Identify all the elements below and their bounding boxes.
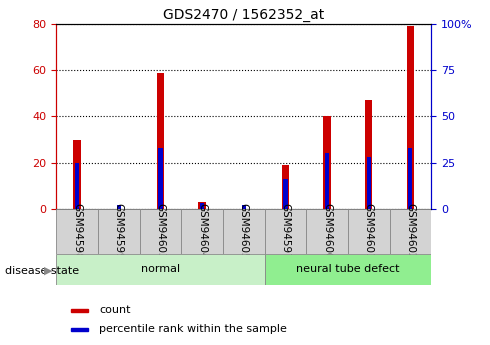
Bar <box>407 27 414 209</box>
Bar <box>158 148 163 209</box>
Text: GSM94604: GSM94604 <box>197 203 207 259</box>
Bar <box>390 209 431 254</box>
Bar <box>265 254 431 285</box>
Bar <box>283 179 288 209</box>
Bar <box>56 254 265 285</box>
Text: GSM94599: GSM94599 <box>114 203 124 259</box>
Text: GSM94597: GSM94597 <box>280 203 291 259</box>
Bar <box>75 162 79 209</box>
Text: normal: normal <box>141 264 180 274</box>
Title: GDS2470 / 1562352_at: GDS2470 / 1562352_at <box>163 8 324 22</box>
Bar <box>157 72 164 209</box>
Text: GSM94598: GSM94598 <box>72 203 82 259</box>
Text: neural tube defect: neural tube defect <box>296 264 400 274</box>
Text: GSM94605: GSM94605 <box>239 203 249 259</box>
Bar <box>198 202 206 209</box>
Bar <box>117 205 121 209</box>
Bar <box>72 328 88 331</box>
Bar <box>265 209 306 254</box>
Bar <box>200 203 204 209</box>
Text: ▶: ▶ <box>44 266 53 276</box>
Bar <box>365 100 372 209</box>
Bar <box>242 205 246 209</box>
Bar <box>181 209 223 254</box>
Bar <box>74 139 81 209</box>
Text: GSM94601: GSM94601 <box>364 203 374 259</box>
Bar <box>348 209 390 254</box>
Bar <box>323 116 331 209</box>
Text: disease state: disease state <box>5 266 79 276</box>
Bar <box>367 157 371 209</box>
Text: count: count <box>99 305 131 315</box>
Bar <box>325 153 329 209</box>
Bar <box>98 209 140 254</box>
Text: GSM94603: GSM94603 <box>155 203 166 259</box>
Bar <box>72 309 88 312</box>
Text: GSM94602: GSM94602 <box>405 203 416 259</box>
Bar <box>282 165 289 209</box>
Bar <box>56 209 98 254</box>
Bar <box>306 209 348 254</box>
Bar <box>223 209 265 254</box>
Text: GSM94600: GSM94600 <box>322 203 332 259</box>
Text: percentile rank within the sample: percentile rank within the sample <box>99 324 287 334</box>
Bar <box>140 209 181 254</box>
Bar <box>408 148 413 209</box>
